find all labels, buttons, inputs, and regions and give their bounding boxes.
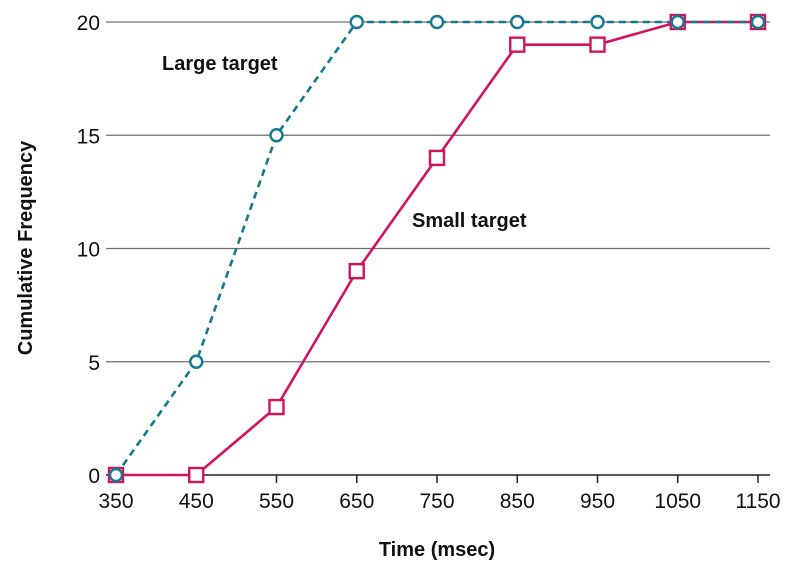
x-tick-label: 450 <box>179 490 214 513</box>
x-tick-label: 1150 <box>735 490 780 513</box>
small-target-point <box>428 149 446 167</box>
x-tick-label: 950 <box>580 490 615 513</box>
large-target-point <box>429 14 445 30</box>
large-target-point <box>670 14 685 30</box>
label-layer: Large target Small target Time (msec) Cu… <box>15 53 527 561</box>
y-tick-label: 20 <box>77 12 100 35</box>
y-axis-title: Cumulative Frequency <box>15 140 37 355</box>
x-tick-label: 750 <box>419 490 454 513</box>
x-tick-label: 650 <box>339 490 374 513</box>
x-tick-label: 850 <box>500 490 535 513</box>
large-target-point <box>269 128 284 143</box>
large-target-point <box>189 354 204 369</box>
small-target-point <box>348 262 365 280</box>
large-target-point <box>349 14 364 30</box>
x-tick-label: 350 <box>98 490 133 513</box>
series-label-large-target: Large target <box>162 53 278 75</box>
x-tick-label: 550 <box>259 490 294 513</box>
large-target-point <box>590 14 605 30</box>
x-axis-title: Time (msec) <box>379 539 495 561</box>
small-target-point <box>589 36 606 53</box>
x-tick-label: 1050 <box>654 490 701 513</box>
y-tick-label: 15 <box>77 125 100 148</box>
large-target-point <box>510 14 525 30</box>
axis-layer: 0 5 10 15 20 350 450 550 650 750 850 950 1050 1150 <box>77 12 781 513</box>
small-target-point <box>268 398 285 416</box>
small-target-point <box>188 466 205 484</box>
series-line-large-target <box>114 20 758 476</box>
series-label-small-target: Small target <box>412 210 527 232</box>
small-target-point <box>509 36 526 53</box>
y-tick-label: 5 <box>88 352 100 375</box>
large-target-point <box>108 467 124 483</box>
y-tick-label: 10 <box>77 239 100 262</box>
large-target-point <box>750 14 766 30</box>
series-layer <box>107 13 767 484</box>
y-tick-label: 0 <box>88 465 100 488</box>
